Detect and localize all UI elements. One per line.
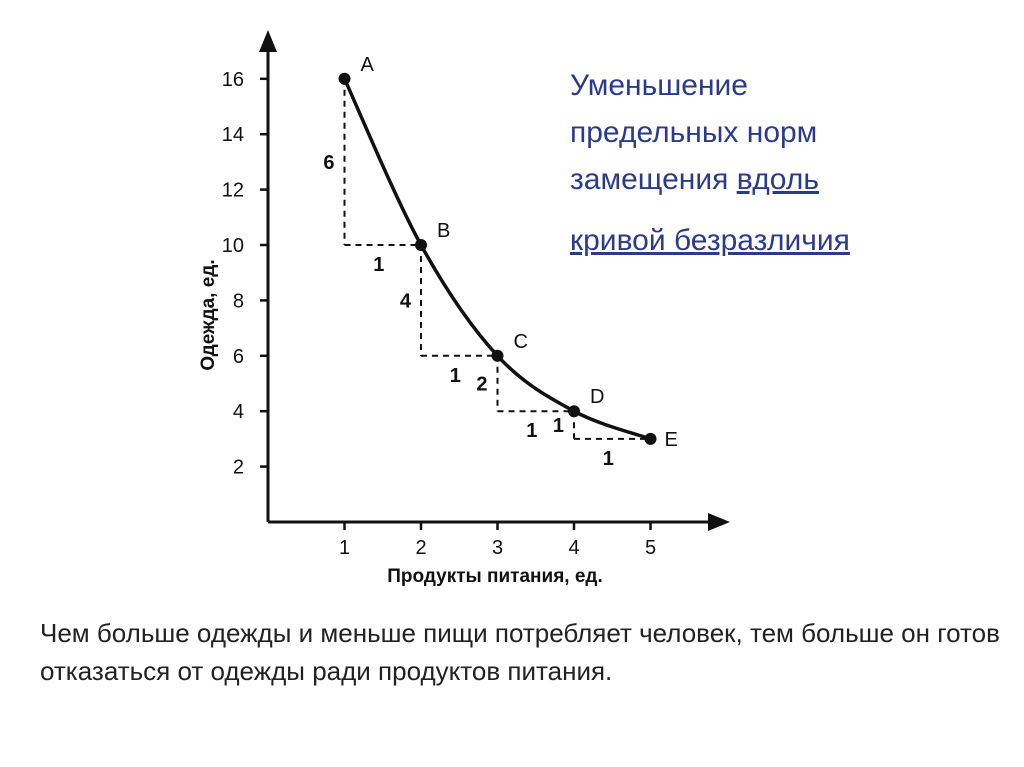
step-dx-label-1: 1 <box>373 254 384 276</box>
step-dx-label-3: 1 <box>526 420 537 442</box>
axes <box>259 30 730 531</box>
y-axis-arrow <box>259 30 277 52</box>
heading-line-2: предельных норм <box>570 116 818 149</box>
heading-line-3b: вдоль <box>736 163 819 196</box>
curve-points: A B C D E <box>338 54 678 451</box>
y-tick-label-8: 8 <box>233 290 244 312</box>
y-tick-label-2: 2 <box>233 457 244 479</box>
indifference-curve <box>342 78 652 441</box>
point-C <box>491 349 504 362</box>
heading-line-3: замещения вдоль <box>570 156 990 203</box>
point-E <box>644 432 657 445</box>
slide-heading: Уменьшение предельных норм замещения вдо… <box>570 62 990 264</box>
y-tick-label-12: 12 <box>222 180 244 202</box>
point-label-B: B <box>437 220 450 242</box>
point-label-A: A <box>361 54 375 76</box>
y-tick-label-4: 4 <box>233 401 244 423</box>
heading-line-3a: замещения <box>570 163 737 196</box>
step-dx-label-2: 1 <box>450 365 461 387</box>
step-dy-label-3: 2 <box>476 374 487 396</box>
heading-line-1: Уменьшение <box>570 69 748 102</box>
point-A <box>338 72 351 85</box>
step-dy-label-1: 6 <box>323 152 334 174</box>
x-axis-arrow <box>708 513 730 531</box>
x-tick-label-2: 2 <box>415 537 426 559</box>
point-D <box>568 405 580 418</box>
step-dy-label-2: 4 <box>400 290 412 312</box>
x-tick-label-3: 3 <box>492 537 503 559</box>
point-label-E: E <box>665 429 678 451</box>
point-label-D: D <box>590 386 604 408</box>
point-label-C: C <box>514 331 528 353</box>
step-dx-label-4: 1 <box>603 448 614 470</box>
step-dy-label-4: 1 <box>553 415 564 437</box>
slide-caption: Чем больше одежды и меньше пищи потребля… <box>40 618 1000 686</box>
y-tick-label-16: 16 <box>222 69 244 91</box>
x-tick-label-5: 5 <box>645 537 656 559</box>
x-tick-label-4: 4 <box>568 537 579 559</box>
point-B <box>415 239 427 251</box>
y-tick-label-14: 14 <box>222 124 244 146</box>
y-tick-label-6: 6 <box>233 346 244 368</box>
y-tick-label-10: 10 <box>222 235 244 257</box>
y-axis-label: Одежда, ед. <box>198 259 219 370</box>
x-tick-label-1: 1 <box>339 537 350 559</box>
x-axis-label: Продукты питания, ед. <box>387 566 603 587</box>
heading-line-4: кривой безразличия <box>570 224 850 257</box>
